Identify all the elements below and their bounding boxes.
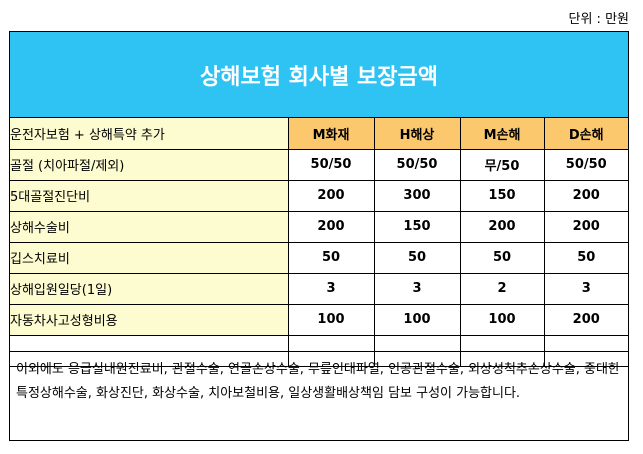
row-value: 300: [373, 179, 461, 212]
spacer-cell: [459, 334, 545, 367]
row-label: 5대골절진단비: [10, 179, 289, 212]
row-value: 3: [543, 272, 628, 305]
table-row: 상해입원일당(1일) 3 3 2 3: [10, 272, 628, 305]
spacer-cell: [10, 334, 289, 367]
row-value: 50/50: [543, 148, 628, 181]
row-label: 상해수술비: [10, 210, 289, 243]
row-value: 150: [373, 210, 461, 243]
row-value: 3: [373, 272, 461, 305]
row-value: 200: [459, 210, 545, 243]
row-value: 50/50: [287, 148, 375, 181]
row-value: 200: [543, 179, 628, 212]
company-h-haesang: H해상: [373, 118, 461, 150]
header-row: 운전자보험 + 상해특약 추가 M화재 H해상 M손해 D손해: [10, 118, 628, 150]
coverage-table-frame: 상해보험 회사별 보장금액 운전자보험 + 상해특약 추가 M화재 H해상 M손…: [9, 31, 629, 441]
row-value: 50: [287, 241, 375, 274]
row-value: 50: [373, 241, 461, 274]
row-label: 상해입원일당(1일): [10, 272, 289, 305]
row-label: 골절 (치아파절/제외): [10, 148, 289, 181]
company-m-sonhae: M손해: [459, 118, 545, 150]
table-row: 골절 (치아파절/제외) 50/50 50/50 무/50 50/50: [10, 148, 628, 181]
row-value: 100: [373, 303, 461, 336]
row-value: 50: [543, 241, 628, 274]
row-value: 100: [287, 303, 375, 336]
unit-label: 단위 : 만원: [568, 12, 630, 27]
spacer-row: [10, 334, 628, 367]
row-value: 무/50: [459, 148, 545, 181]
row-value: 50: [459, 241, 545, 274]
row-value: 200: [287, 179, 375, 212]
table-row: 자동차사고성형비용 100 100 100 200: [10, 303, 628, 336]
row-value: 200: [543, 210, 628, 243]
row-value: 2: [459, 272, 545, 305]
row-label: 자동차사고성형비용: [10, 303, 289, 336]
row-label: 깁스치료비: [10, 241, 289, 274]
table-row: 깁스치료비 50 50 50 50: [10, 241, 628, 274]
header-label: 운전자보험 + 상해특약 추가: [10, 118, 289, 150]
row-value: 200: [287, 210, 375, 243]
row-value: 200: [543, 303, 628, 336]
row-value: 50/50: [373, 148, 461, 181]
spacer-cell: [543, 334, 628, 367]
coverage-note: 이외에도 응급실내원진료비, 관절수술, 연골손상수술, 무릎인대파열, 인공관…: [10, 351, 628, 440]
table-row: 5대골절진단비 200 300 150 200: [10, 179, 628, 212]
row-value: 150: [459, 179, 545, 212]
company-d-sonhae: D손해: [543, 118, 628, 150]
row-value: 100: [459, 303, 545, 336]
coverage-table: 운전자보험 + 상해특약 추가 M화재 H해상 M손해 D손해 골절 (치아파절…: [10, 118, 628, 367]
table-title: 상해보험 회사별 보장금액: [10, 32, 628, 118]
table-row: 상해수술비 200 150 200 200: [10, 210, 628, 243]
row-value: 3: [287, 272, 375, 305]
spacer-cell: [373, 334, 461, 367]
company-m-hwajae: M화재: [287, 118, 375, 150]
